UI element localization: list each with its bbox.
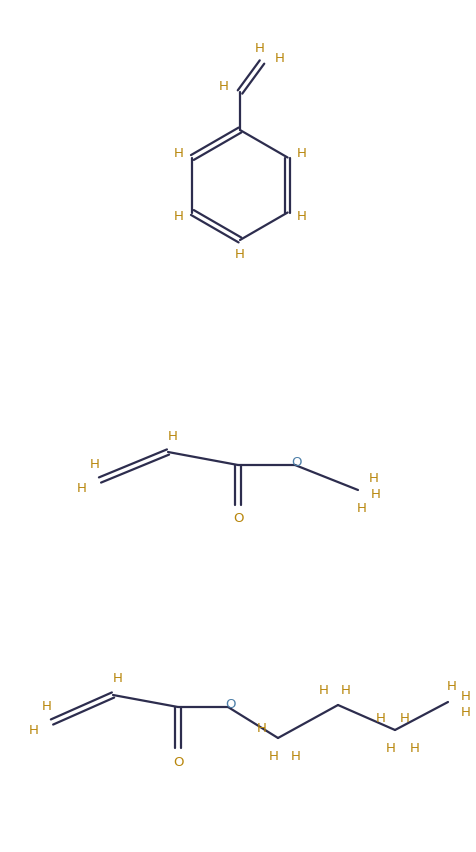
Text: H: H bbox=[371, 487, 381, 500]
Text: H: H bbox=[357, 502, 367, 515]
Text: H: H bbox=[269, 750, 279, 763]
Text: H: H bbox=[369, 471, 379, 485]
Text: H: H bbox=[275, 51, 285, 65]
Text: H: H bbox=[173, 147, 183, 160]
Text: H: H bbox=[257, 722, 267, 734]
Text: H: H bbox=[173, 210, 183, 223]
Text: H: H bbox=[77, 481, 87, 494]
Text: H: H bbox=[291, 750, 301, 763]
Text: H: H bbox=[90, 458, 100, 470]
Text: H: H bbox=[376, 711, 386, 724]
Text: H: H bbox=[447, 680, 457, 693]
Text: O: O bbox=[225, 699, 235, 711]
Text: H: H bbox=[461, 705, 471, 718]
Text: H: H bbox=[341, 684, 351, 698]
Text: H: H bbox=[42, 699, 52, 712]
Text: H: H bbox=[297, 147, 307, 160]
Text: O: O bbox=[173, 756, 183, 769]
Text: H: H bbox=[386, 741, 396, 755]
Text: H: H bbox=[255, 42, 265, 55]
Text: O: O bbox=[233, 513, 243, 526]
Text: O: O bbox=[292, 457, 302, 469]
Text: H: H bbox=[168, 429, 178, 442]
Text: H: H bbox=[319, 684, 329, 698]
Text: H: H bbox=[219, 80, 229, 94]
Text: H: H bbox=[29, 723, 39, 736]
Text: H: H bbox=[113, 672, 123, 686]
Text: H: H bbox=[400, 711, 410, 724]
Text: H: H bbox=[235, 249, 245, 262]
Text: H: H bbox=[461, 690, 471, 704]
Text: H: H bbox=[410, 741, 420, 755]
Text: H: H bbox=[297, 210, 307, 223]
